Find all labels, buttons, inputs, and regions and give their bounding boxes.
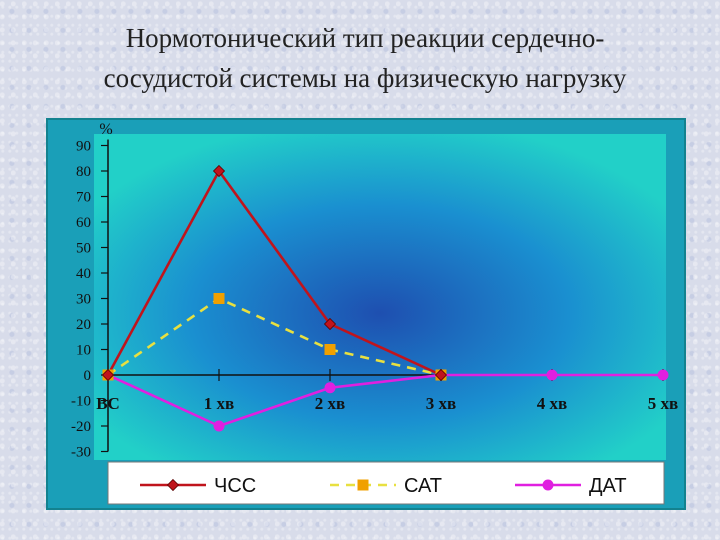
x-tick-label: 3 хв bbox=[426, 394, 456, 413]
y-tick-label: 90 bbox=[76, 139, 91, 155]
x-tick-label: 2 хв bbox=[315, 394, 345, 413]
series-line-ДАТ bbox=[107, 373, 663, 428]
x-tick-label: ВС bbox=[96, 394, 120, 413]
legend-label: ЧСС bbox=[214, 475, 256, 497]
y-tick-label: -20 bbox=[71, 419, 91, 435]
x-tick-label: 4 хв bbox=[537, 394, 567, 413]
data-point-ДАТ bbox=[657, 369, 669, 381]
data-point-ЧСС bbox=[212, 164, 226, 178]
plot-area bbox=[94, 134, 666, 460]
legend-marker bbox=[357, 479, 369, 491]
data-point-ДАТ bbox=[546, 369, 558, 381]
title-line-2: сосудистой системы на физическую нагрузк… bbox=[103, 63, 627, 93]
title-line-1: Нормотонический тип реакции сердечно- bbox=[125, 23, 605, 53]
data-point-ЧСС bbox=[323, 317, 337, 331]
y-tick-label: 80 bbox=[76, 164, 91, 180]
legend-box bbox=[107, 461, 665, 505]
legend-label: ДАТ bbox=[589, 475, 627, 497]
x-tick-label: 1 хв bbox=[204, 394, 234, 413]
legend-label: САТ bbox=[404, 475, 442, 497]
y-tick-label: 60 bbox=[76, 215, 91, 231]
y-tick-label: 30 bbox=[76, 292, 91, 308]
data-point-ДАТ bbox=[324, 382, 336, 394]
series-line-ЧСС bbox=[106, 169, 442, 377]
data-point-ЧСС bbox=[434, 368, 448, 382]
y-tick-label: -10 bbox=[71, 394, 91, 410]
data-point-САТ bbox=[324, 344, 336, 355]
page-title: Нормотонический тип реакции сердечно- со… bbox=[30, 18, 700, 98]
y-tick-label: 0 bbox=[84, 368, 92, 384]
x-tick-label: 5 хв bbox=[648, 394, 678, 413]
data-point-ЧСС bbox=[101, 368, 115, 382]
y-axis-label: % bbox=[99, 121, 112, 138]
legend-marker bbox=[542, 479, 554, 491]
y-tick-label: 20 bbox=[76, 317, 91, 333]
y-tick-label: 50 bbox=[76, 241, 91, 257]
data-point-ДАТ bbox=[213, 420, 225, 432]
series-line-САТ bbox=[107, 297, 442, 377]
legend-marker bbox=[166, 478, 180, 492]
data-point-САТ bbox=[213, 293, 225, 304]
y-tick-label: -30 bbox=[71, 445, 91, 461]
y-tick-label: 40 bbox=[76, 266, 91, 282]
y-tick-label: 10 bbox=[76, 343, 91, 359]
y-tick-label: 70 bbox=[76, 190, 91, 206]
